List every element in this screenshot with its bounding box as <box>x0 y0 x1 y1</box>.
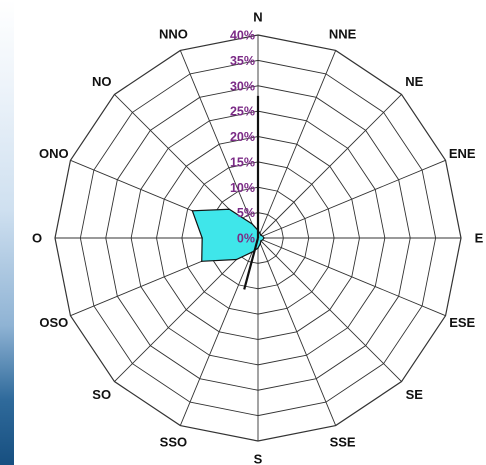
series-layer <box>191 208 265 262</box>
percent-tick-label: 35% <box>230 54 255 68</box>
data-point <box>263 237 265 239</box>
data-point <box>191 210 193 212</box>
percent-tick-label: 30% <box>230 79 255 93</box>
direction-label: ONO <box>39 146 69 161</box>
percent-tick-label: 0% <box>237 232 255 246</box>
grid-spoke <box>114 237 259 382</box>
percent-tick-label: 20% <box>230 130 255 144</box>
grid-spoke <box>257 237 402 382</box>
spike-layer <box>243 95 260 290</box>
direction-label: NO <box>92 74 112 89</box>
direction-label: SSO <box>160 435 187 450</box>
direction-label: E <box>475 231 484 246</box>
direction-label: SSE <box>330 435 356 450</box>
data-point <box>251 251 253 253</box>
direction-label: N <box>253 10 262 25</box>
grid-spoke <box>257 237 446 317</box>
direction-label: SO <box>92 387 111 402</box>
direction-label: NNE <box>329 26 357 41</box>
grid-spoke <box>257 159 446 239</box>
grid-spoke <box>179 50 259 239</box>
direction-label: S <box>254 452 263 465</box>
percent-tick-label: 5% <box>237 206 255 220</box>
direction-label: NNO <box>159 26 188 41</box>
data-point <box>201 237 203 239</box>
data-point <box>262 239 264 241</box>
data-point <box>251 223 253 225</box>
percent-labels: 0% 5% 10% 15% 20% 25% 30% 35% 40% <box>230 29 255 246</box>
direction-label: OSO <box>39 315 68 330</box>
percent-tick-label: 10% <box>230 181 255 195</box>
data-point <box>260 240 262 242</box>
data-point <box>201 260 203 262</box>
percent-tick-label: 25% <box>230 105 255 119</box>
grid-spoke <box>257 50 337 239</box>
percent-tick-label: 15% <box>230 155 255 169</box>
data-point <box>257 247 259 249</box>
data-point <box>259 243 261 245</box>
data-point <box>260 234 262 236</box>
direction-label: ENE <box>449 146 476 161</box>
direction-label: NE <box>405 74 423 89</box>
grid-spoke <box>179 237 259 426</box>
data-point <box>235 258 238 261</box>
data-point <box>259 232 261 234</box>
data-point <box>228 208 230 210</box>
grid-spoke <box>257 237 337 426</box>
direction-label: SE <box>406 387 424 402</box>
percent-tick-label: 40% <box>230 29 255 43</box>
grid-spoke <box>257 94 402 239</box>
data-spike <box>243 237 260 290</box>
direction-labels: N NNE NE ENE E ESE SE SSE S SSO SO OSO O ONO NO NNO <box>32 10 484 465</box>
left-edge-gradient <box>0 0 14 465</box>
data-point <box>262 235 264 237</box>
direction-label: O <box>32 231 42 246</box>
direction-label: ESE <box>449 315 475 330</box>
